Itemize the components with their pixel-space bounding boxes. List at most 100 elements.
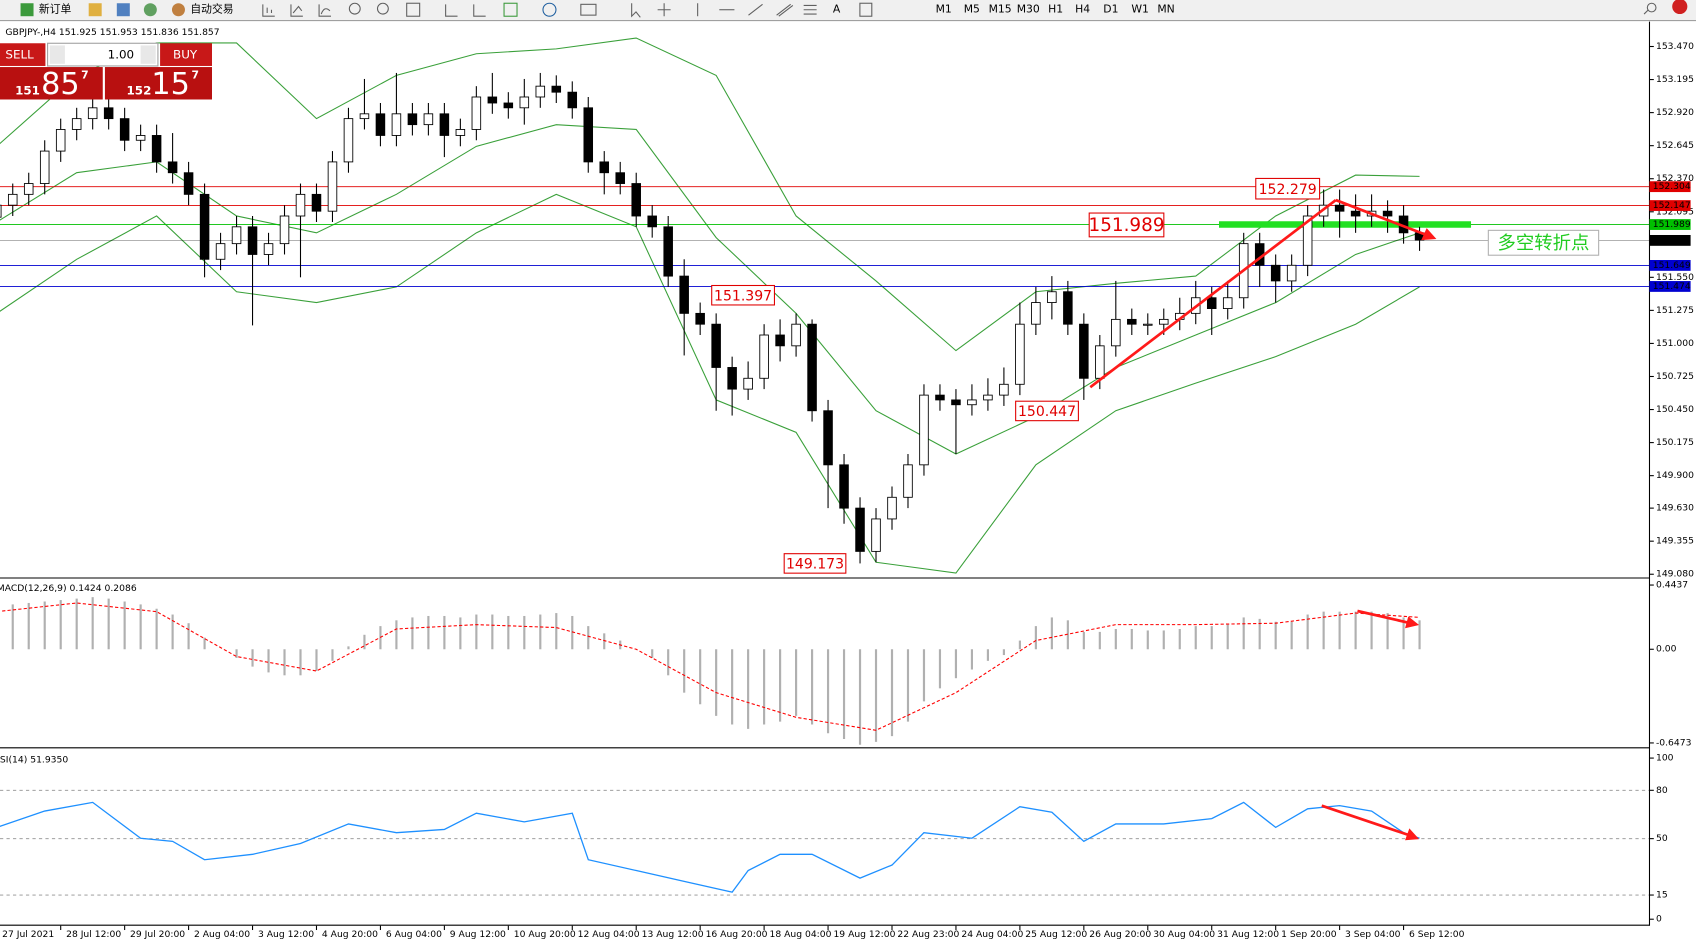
y-tick-label: 149.900	[1656, 470, 1694, 481]
new-order-button[interactable]: 新订单	[39, 2, 72, 16]
buy-button[interactable]	[160, 43, 212, 66]
label-tool[interactable]	[859, 2, 873, 17]
auto-trading-icon[interactable]	[171, 3, 185, 17]
auto-trading-button[interactable]: 自动交易	[190, 2, 233, 16]
channel[interactable]	[776, 3, 794, 17]
candle-body	[0, 204, 2, 218]
zoom-in[interactable]	[348, 2, 361, 15]
cursor[interactable]	[631, 3, 641, 18]
candle-body	[1382, 210, 1393, 217]
notification-badge[interactable]	[1672, 0, 1688, 15]
lot-field[interactable]	[47, 42, 159, 67]
timeframe[interactable]: M5	[964, 3, 980, 16]
candle-body	[359, 113, 370, 120]
candle-body	[1222, 297, 1233, 309]
candle-body	[999, 383, 1009, 396]
tool-icon[interactable]	[445, 4, 458, 17]
x-tick-label: 24 Aug 04:00	[961, 929, 1023, 940]
x-tick-label: 12 Aug 04:00	[578, 929, 640, 940]
x-tick-label: 22 Aug 23:00	[897, 929, 959, 940]
tool-icon[interactable]	[116, 3, 130, 17]
candle-body	[39, 150, 50, 184]
candle-body	[695, 312, 705, 325]
timeframe[interactable]: W1	[1131, 3, 1149, 16]
candle-body	[919, 394, 929, 466]
templates[interactable]	[580, 3, 597, 16]
lot-down[interactable]	[49, 45, 65, 64]
x-tick-label: 18 Aug 04:00	[770, 929, 832, 940]
candle-body	[71, 118, 82, 130]
y-tick-label: 149.630	[1656, 503, 1694, 514]
candle-body	[983, 394, 993, 401]
annotation: 151.397	[714, 288, 772, 304]
search[interactable]	[1643, 2, 1657, 15]
rsi-header: RSI(14) 51.9350	[0, 755, 68, 766]
buy-price-main: 15	[151, 67, 190, 102]
trendline[interactable]	[748, 3, 763, 16]
y-tick-label: 80	[1656, 785, 1668, 796]
timeframe[interactable]: H4	[1075, 3, 1090, 16]
zoom-out[interactable]	[376, 2, 389, 15]
tool-icon[interactable]	[318, 4, 331, 17]
buy-label[interactable]: BUY	[173, 48, 198, 62]
timeframe[interactable]: M1	[936, 3, 952, 16]
periods[interactable]	[542, 2, 557, 17]
tool-icon[interactable]	[143, 3, 157, 17]
fibo[interactable]	[803, 4, 817, 15]
tool-icon[interactable]	[290, 4, 303, 17]
x-tick-label: 13 Aug 12:00	[642, 929, 704, 940]
level-label: 152.304	[1653, 181, 1691, 192]
drawn-arrows	[1089, 198, 1437, 841]
toolbar-icons	[262, 2, 1657, 18]
timeframe[interactable]: H1	[1048, 3, 1063, 16]
tool-icon[interactable]	[262, 4, 275, 17]
text-tool[interactable]: A	[833, 3, 841, 16]
sell-button[interactable]	[0, 43, 46, 66]
candle-body	[871, 518, 881, 552]
lot-value[interactable]: 1.00	[108, 48, 134, 62]
sell-price-box[interactable]	[0, 67, 103, 100]
buy-price-box[interactable]	[104, 67, 212, 100]
tool-icon[interactable]	[406, 2, 421, 17]
candle-body	[1015, 323, 1025, 385]
candle-body	[375, 113, 386, 136]
candle-body	[1159, 318, 1169, 325]
symbol-header: GBPJPY-,H4 151.925 151.953 151.836 151.8…	[5, 27, 219, 38]
x-tick-label: 28 Jul 12:00	[66, 929, 121, 940]
sell-price-main: 85	[41, 67, 80, 102]
candle-body	[1270, 264, 1281, 282]
buy-price-head: 152	[127, 83, 152, 97]
indicators[interactable]	[503, 2, 518, 17]
sell-label[interactable]: SELL	[5, 48, 34, 62]
candle-body	[103, 107, 114, 120]
level-label-bg	[1649, 234, 1691, 246]
tool-icon[interactable]	[88, 3, 102, 17]
annotation: 152.279	[1259, 182, 1317, 198]
timeframe[interactable]: M15	[989, 3, 1012, 16]
timeframe[interactable]: D1	[1103, 3, 1118, 16]
annotation-box	[783, 553, 847, 574]
bollinger-band	[0, 37, 1420, 352]
x-tick-label: 6 Aug 04:00	[386, 929, 442, 940]
buy-price-tail: 7	[191, 69, 199, 82]
timeframe[interactable]: MN	[1157, 3, 1174, 16]
candle-body	[1334, 204, 1345, 212]
candle-body	[1302, 215, 1313, 266]
candle-body	[631, 183, 641, 217]
annotation-box	[1487, 229, 1600, 256]
candle-body	[903, 464, 913, 498]
annotation-box	[711, 284, 775, 306]
tool-icon[interactable]	[473, 4, 486, 17]
timeframe[interactable]: M30	[1017, 3, 1040, 16]
candle-body	[967, 399, 977, 406]
candle-body	[471, 96, 482, 130]
candle-body	[1206, 297, 1217, 309]
candle-body	[215, 243, 226, 260]
candle-body	[1111, 318, 1121, 347]
x-tick-label: 26 Aug 20:00	[1089, 929, 1151, 940]
x-tick-label: 31 Aug 12:00	[1217, 929, 1279, 940]
candle-body	[455, 129, 466, 136]
lot-up[interactable]	[140, 45, 156, 64]
crosshair[interactable]	[657, 3, 671, 17]
annotation-box	[1255, 177, 1321, 200]
